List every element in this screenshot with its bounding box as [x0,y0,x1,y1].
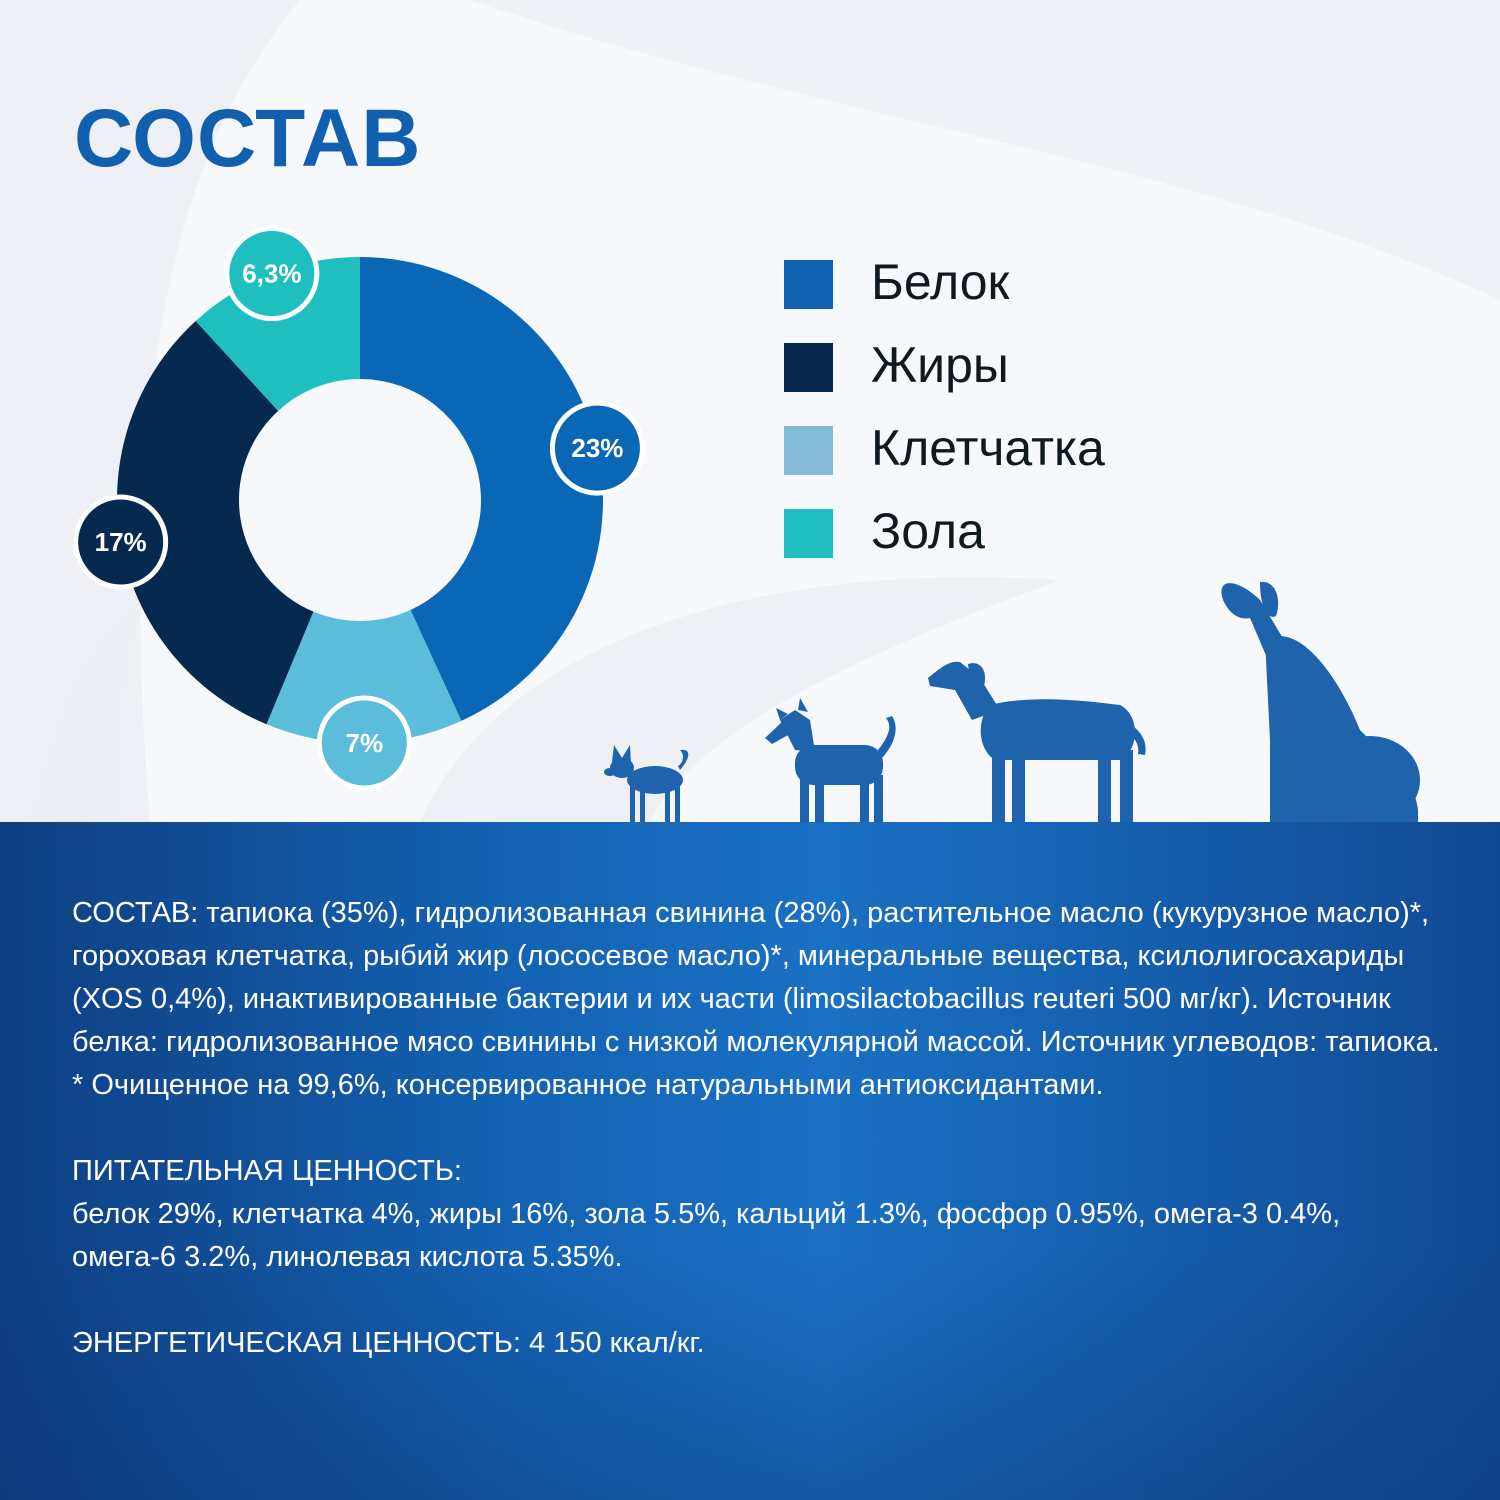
donut-label-text-3: 6,3% [242,259,301,289]
legend-swatch-zhiry [784,343,833,392]
great-dane-icon [1221,581,1420,822]
chihuahua-icon [604,745,689,822]
composition-donut-chart: 23% 7% 17% 6,3% [73,226,645,791]
donut-label-1: 7% [316,695,412,791]
legend-label-kletchatka: Клетчатка [871,420,1105,476]
nutrition-values: белок 29%, клетчатка 4%, жиры 16%, зола … [72,1198,1341,1273]
legend-label-belok: Белок [871,254,1010,310]
pointer-icon [928,661,1146,822]
donut-label-2: 17% [73,494,169,590]
donut-slice-0 [360,257,603,721]
legend-label-zola: Зола [871,503,985,559]
donut-label-badge-3 [224,226,320,322]
legend-label-zhiry: Жиры [871,337,1009,393]
donut-label-badge-2 [73,494,169,590]
donut-label-0: 23% [549,400,645,496]
donut-slice-1 [266,609,462,743]
donut-label-text-0: 23% [571,433,623,463]
legend-swatch-zola [784,509,833,558]
dog-silhouettes [604,581,1420,822]
donut-slice-2 [117,320,314,725]
energy-text: ЭНЕРГЕТИЧЕСКАЯ ЦЕННОСТЬ: 4 150 ккал/кг. [72,1327,705,1359]
nutrition-heading: ПИТАТЕЛЬНАЯ ЦЕННОСТЬ: [72,1155,462,1187]
background-leaf-shapes [0,0,1500,822]
composition-text: СОСТАВ: тапиока (35%), гидролизованная с… [72,897,1440,1058]
footnote-text: * Очищенное на 99,6%, консервированное н… [72,1069,1104,1101]
description-text: СОСТАВ: тапиока (35%), гидролизованная с… [72,892,1442,1365]
top-section: СОСТАВ 23% 7% 17% 6,3% Белок Жиры Клетчатка… [0,0,1500,822]
legend-swatch-belok [784,260,833,309]
page-title: СОСТАВ [74,93,422,184]
legend-swatch-kletchatka [784,426,833,475]
donut-label-badge-1 [316,695,412,791]
donut-label-badge-0 [549,400,645,496]
description-panel: СОСТАВ: тапиока (35%), гидролизованная с… [0,822,1500,1500]
donut-label-text-1: 7% [346,728,384,758]
terrier-icon [765,698,896,822]
donut-label-3: 6,3% [224,226,320,322]
donut-label-text-2: 17% [95,527,147,557]
